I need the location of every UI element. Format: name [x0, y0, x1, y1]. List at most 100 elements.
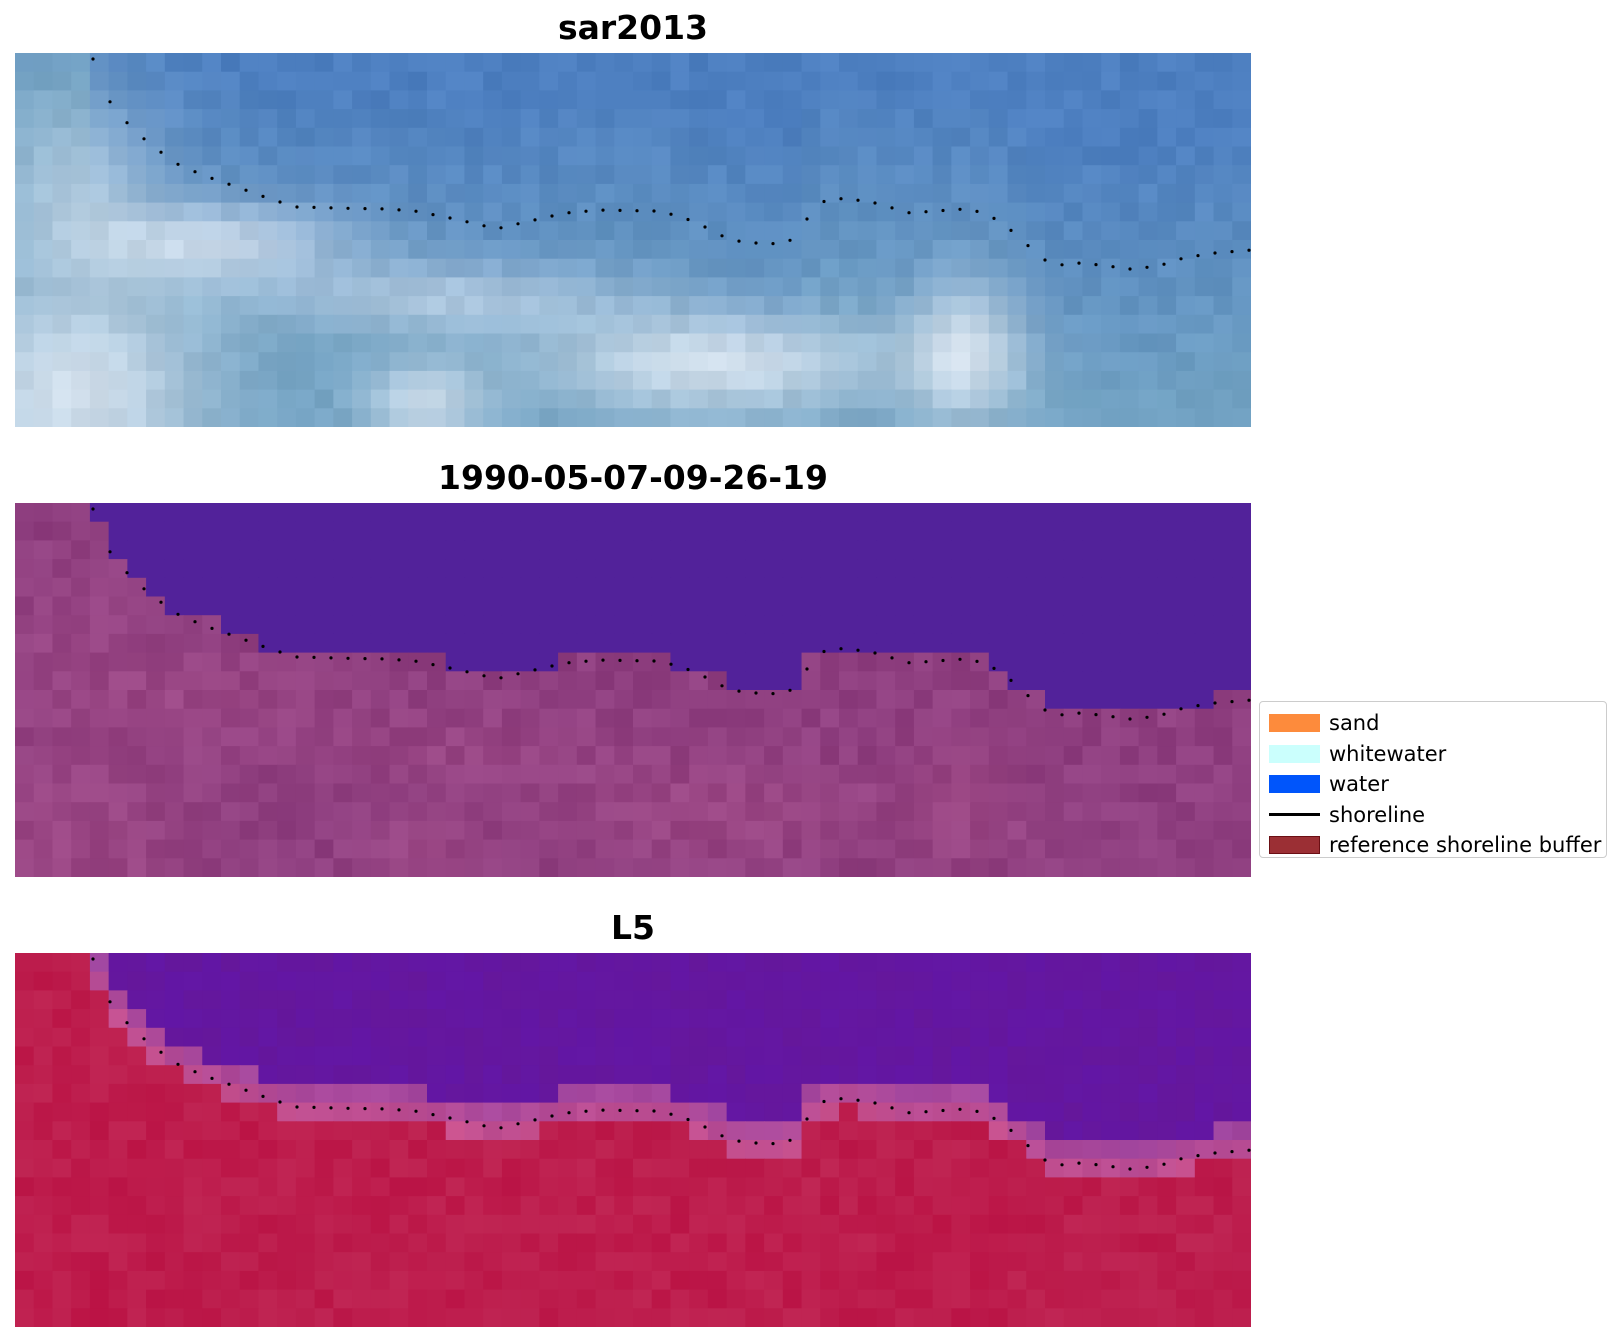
pixel-cell	[576, 1121, 597, 1141]
pixel-cell	[1063, 559, 1084, 579]
pixel-cell	[839, 1158, 859, 1178]
pixel-cell	[1213, 615, 1233, 635]
pixel-cell	[1063, 615, 1084, 635]
pixel-cell	[782, 746, 803, 766]
pixel-cell	[1119, 559, 1140, 579]
pixel-cell	[389, 389, 409, 409]
pixel-cell	[1119, 146, 1140, 166]
shoreline-point	[363, 1107, 367, 1111]
pixel-cell	[1157, 802, 1177, 822]
pixel-cell	[408, 503, 428, 523]
pixel-cell	[89, 1009, 110, 1029]
pixel-cell	[745, 1270, 765, 1291]
pixel-cell	[33, 370, 54, 391]
pixel-cell	[988, 802, 1009, 822]
pixel-cell	[370, 1270, 391, 1291]
pixel-cell	[370, 708, 391, 728]
pixel-cell	[258, 1009, 278, 1029]
pixel-cell	[1007, 333, 1027, 353]
pixel-cell	[1045, 1308, 1065, 1327]
pixel-cell	[1176, 596, 1196, 616]
pixel-cell	[370, 183, 391, 204]
pixel-cell	[221, 820, 241, 841]
pixel-cell	[970, 1102, 990, 1122]
pixel-cell	[108, 1046, 128, 1066]
pixel-cell	[633, 577, 653, 598]
pixel-cell	[857, 839, 878, 859]
pixel-cell	[801, 1233, 821, 1253]
pixel-cell	[1026, 746, 1046, 766]
pixel-cell	[127, 690, 147, 710]
pixel-cell	[146, 671, 166, 691]
pixel-cell	[839, 221, 859, 241]
pixel-cell	[427, 146, 447, 166]
pixel-cell	[33, 90, 54, 110]
pixel-cell	[970, 1083, 990, 1104]
pixel-cell	[33, 1083, 54, 1104]
pixel-cell	[726, 1009, 746, 1029]
pixel-cell	[539, 352, 559, 372]
pixel-cell	[1138, 596, 1158, 616]
pixel-cell	[427, 652, 447, 672]
pixel-cell	[839, 1046, 859, 1066]
pixel-cell	[164, 109, 185, 129]
pixel-cell	[239, 783, 260, 803]
pixel-cell	[576, 577, 597, 598]
pixel-cell	[782, 352, 803, 372]
pixel-cell	[1026, 652, 1046, 672]
pixel-cell	[1213, 1252, 1233, 1272]
pixel-cell	[576, 408, 597, 427]
pixel-cell	[221, 690, 241, 710]
pixel-cell	[33, 1102, 54, 1122]
pixel-cell	[1213, 183, 1233, 204]
pixel-cell	[1176, 90, 1196, 110]
pixel-cell	[427, 1233, 447, 1253]
pixel-cell	[389, 1308, 409, 1327]
pixel-cell	[839, 503, 859, 523]
pixel-cell	[1119, 1027, 1140, 1048]
pixel-cell	[1194, 1252, 1215, 1272]
pixel-cell	[164, 1308, 185, 1327]
pixel-cell	[764, 1270, 784, 1291]
pixel-cell	[876, 1214, 896, 1235]
pixel-cell	[670, 1233, 690, 1253]
pixel-cell	[221, 1083, 241, 1104]
pixel-cell	[764, 333, 784, 353]
pixel-cell	[839, 1308, 859, 1327]
pixel-cell	[895, 1214, 915, 1235]
pixel-cell	[633, 990, 653, 1010]
pixel-cell	[1213, 221, 1233, 241]
pixel-cell	[202, 370, 222, 391]
pixel-cell	[876, 127, 896, 148]
pixel-cell	[408, 165, 428, 185]
pixel-cell	[127, 540, 147, 560]
pixel-cell	[277, 1270, 297, 1291]
pixel-cell	[1213, 971, 1233, 991]
pixel-cell	[277, 1046, 297, 1066]
pixel-cell	[595, 71, 615, 91]
pixel-cell	[876, 408, 896, 427]
pixel-cell	[1194, 633, 1215, 654]
pixel-cell	[595, 370, 615, 391]
pixel-cell	[501, 1009, 522, 1029]
pixel-cell	[764, 783, 784, 803]
pixel-cell	[1213, 53, 1233, 73]
pixel-cell	[202, 1196, 222, 1216]
pixel-cell	[89, 1196, 110, 1216]
pixel-cell	[352, 1009, 372, 1029]
pixel-cell	[1213, 258, 1233, 278]
pixel-cell	[295, 183, 316, 204]
pixel-cell	[726, 596, 746, 616]
pixel-cell	[857, 146, 878, 166]
pixel-cell	[782, 333, 803, 353]
pixel-cell	[258, 615, 278, 635]
pixel-cell	[370, 240, 391, 260]
pixel-cell	[1138, 202, 1158, 222]
pixel-cell	[1213, 652, 1233, 672]
pixel-cell	[707, 1252, 728, 1272]
pixel-cell	[689, 296, 709, 316]
pixel-cell	[932, 708, 952, 728]
pixel-cell	[951, 671, 971, 691]
pixel-cell	[895, 1065, 915, 1085]
pixel-cell	[89, 202, 110, 222]
